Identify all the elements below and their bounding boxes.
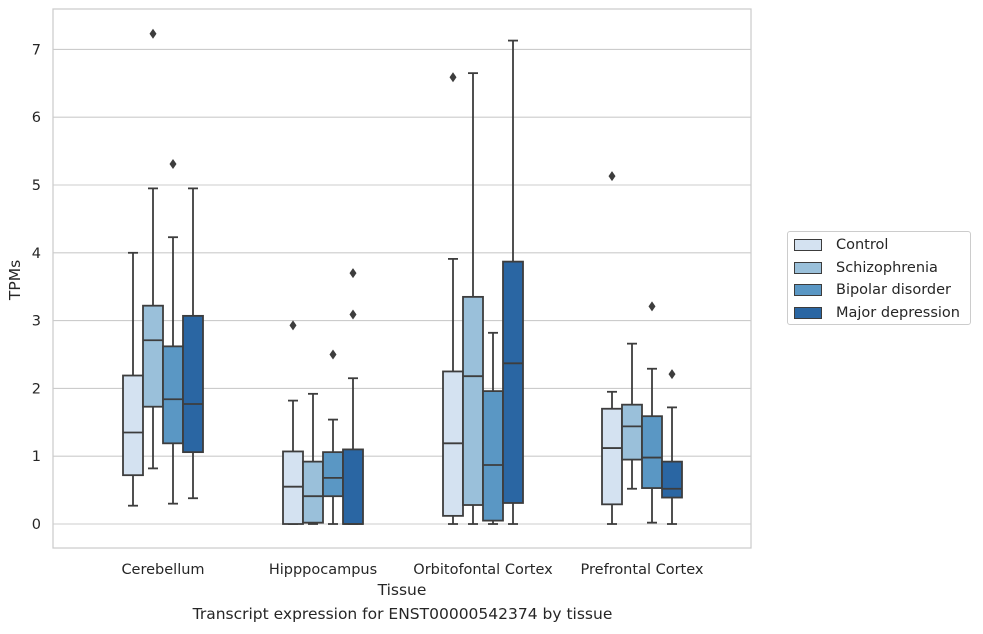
box-schizophrenia	[462, 72, 484, 525]
x-tick-label: Hipppocampus	[269, 562, 377, 578]
x-axis-label: Tissue	[377, 581, 427, 599]
y-tick-label: 0	[32, 517, 41, 533]
outlier-point	[329, 349, 337, 360]
y-tick-label: 2	[32, 381, 41, 397]
box-iqr	[601, 407, 623, 506]
box-major-depression	[342, 268, 364, 525]
box-control	[282, 320, 304, 525]
x-axis-ticks: Cerebellum Hipppocampus Orbitofontal Corte…	[121, 562, 703, 578]
box-schizophrenia	[621, 342, 643, 490]
box-iqr	[462, 295, 484, 506]
y-tick-label: 6	[32, 110, 41, 126]
box-iqr	[641, 415, 663, 489]
box-iqr	[302, 460, 324, 524]
outlier-point	[608, 171, 616, 182]
legend-swatch	[794, 261, 822, 274]
outlier-point	[349, 268, 357, 279]
legend-swatch	[794, 239, 822, 251]
box-bipolar-disorder	[482, 331, 504, 525]
outlier-point	[449, 72, 457, 83]
legend-item: Major depression	[794, 303, 960, 323]
box-iqr	[322, 451, 344, 498]
y-tick-label: 5	[32, 178, 41, 194]
box-schizophrenia	[302, 392, 324, 525]
legend-label: Control	[836, 237, 889, 253]
box-bipolar-disorder	[322, 349, 344, 525]
x-tick-label: Prefrontal Cortex	[581, 562, 704, 578]
box-control	[601, 171, 623, 525]
outlier-point	[149, 28, 157, 39]
box-plot-series	[122, 28, 683, 525]
box-iqr	[162, 345, 184, 445]
box-bipolar-disorder	[162, 158, 184, 505]
box-iqr	[182, 314, 204, 454]
chart-caption: Transcript expression for ENST0000054237…	[192, 605, 613, 623]
y-axis-label: TPMs	[6, 260, 24, 301]
x-tick-label: Cerebellum	[121, 562, 204, 578]
legend-item: Control	[794, 235, 888, 255]
outlier-point	[648, 301, 656, 312]
x-tick-label: Orbitofontal Cortex	[413, 562, 553, 578]
legend-item: Bipolar disorder	[794, 280, 951, 300]
box-iqr	[482, 390, 504, 522]
box-major-depression	[661, 369, 683, 525]
legend-label: Major depression	[836, 304, 960, 321]
box-iqr	[621, 403, 643, 461]
legend-label: Schizophrenia	[836, 259, 938, 276]
box-major-depression	[502, 39, 524, 525]
box-control	[442, 72, 464, 525]
box-iqr	[342, 448, 364, 525]
legend: Control Schizophrenia Bipolar disorder Majo…	[787, 231, 971, 325]
outlier-point	[349, 309, 357, 320]
legend-label: Bipolar disorder	[836, 282, 951, 298]
box-iqr	[661, 460, 683, 499]
y-tick-label: 4	[32, 246, 41, 262]
y-tick-label: 1	[32, 449, 41, 465]
box-bipolar-disorder	[641, 301, 663, 524]
outlier-point	[668, 369, 676, 380]
outlier-point	[289, 320, 297, 331]
box-iqr	[142, 304, 164, 408]
plot-frame	[52, 8, 752, 549]
box-schizophrenia	[142, 28, 164, 470]
legend-swatch	[794, 284, 822, 296]
legend-swatch	[794, 306, 822, 319]
legend-item: Schizophrenia	[794, 258, 938, 278]
y-axis-ticks: 0 1 2 3 4 5 6 7	[32, 42, 41, 533]
box-iqr	[282, 450, 304, 525]
y-tick-label: 3	[32, 314, 41, 330]
box-iqr	[502, 260, 524, 504]
box-iqr	[122, 374, 144, 477]
outlier-point	[169, 158, 177, 169]
y-tick-label: 7	[32, 42, 41, 58]
box-major-depression	[182, 187, 204, 500]
box-control	[122, 251, 144, 507]
